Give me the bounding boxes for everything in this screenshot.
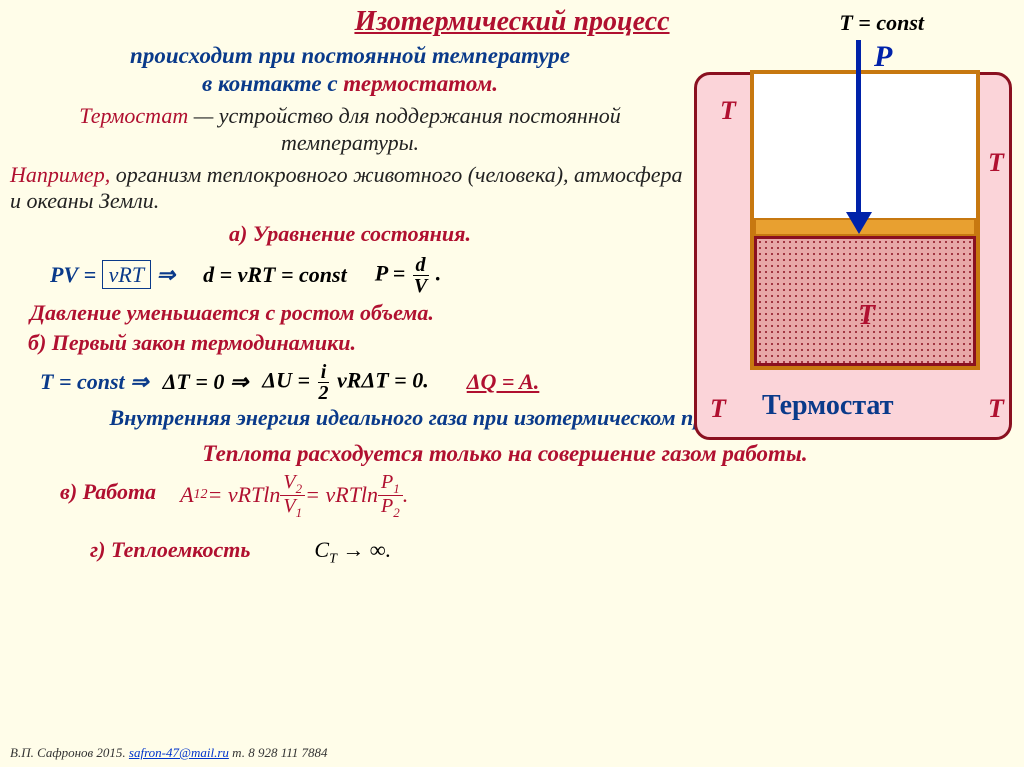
- work-eq2: = νRTln: [305, 482, 378, 508]
- eq-pv: PV: [50, 262, 78, 287]
- work-equation: A12 = νRTln V2 V1 = νRTln P1 P2 .: [180, 472, 408, 519]
- label-t-gas: T: [858, 300, 875, 332]
- work-12: 12: [194, 487, 208, 503]
- footer-author: В.П. Сафронов 2015.: [10, 745, 129, 760]
- eq-eq1: =: [84, 262, 102, 287]
- label-t-right: T: [988, 148, 1004, 178]
- eq-dt0: ΔT = 0 ⇒: [163, 369, 249, 395]
- eq-v-den: V: [411, 276, 430, 296]
- pressure-arrow-head: [846, 212, 872, 234]
- eq-p: P =: [375, 260, 411, 285]
- eq-du-group: ΔU = i 2 νRΔT = 0.: [262, 362, 428, 403]
- thermostat-diagram: P T T T T T Термостат: [694, 40, 1012, 440]
- def-line1: происходит при постоянной температуре: [130, 43, 570, 68]
- heat-capacity-eq: CT → ∞.: [314, 537, 391, 567]
- eq-d-const: d = νRT = const: [203, 262, 347, 288]
- work-dot: .: [403, 482, 409, 508]
- t-const-label: T = const: [839, 10, 924, 36]
- work-eq1: = νRTln: [208, 482, 281, 508]
- eq-nrt-boxed: νRT: [102, 260, 151, 289]
- equation-row-a: PV = νRT ⇒ d = νRT = const P = d V .: [50, 255, 690, 296]
- section-d-title: г) Теплоемкость: [90, 537, 250, 563]
- example-word: Например,: [10, 162, 110, 187]
- eq-i: i: [318, 362, 330, 383]
- definition-para: происходит при постоянной температуре в …: [10, 42, 690, 97]
- eq-d-num: d: [413, 255, 429, 276]
- eq-frac-dv: d V: [411, 255, 430, 296]
- eq-frac-i2: i 2: [316, 362, 332, 403]
- label-p: P: [874, 40, 892, 74]
- section-c-title: в) Работа: [60, 479, 156, 505]
- thermostat-word: Термостат: [79, 103, 188, 128]
- section-c-row: в) Работа A12 = νRTln V2 V1 = νRTln P1 P…: [0, 467, 1024, 519]
- label-t-bottomleft: T: [710, 394, 726, 424]
- example-para: Например, организм теплокровного животно…: [10, 162, 690, 215]
- heat-line: Теплота расходуется только на совершение…: [0, 441, 1010, 467]
- eq-pv-group: PV = νRT ⇒: [50, 262, 175, 288]
- ct-c: C: [314, 537, 329, 562]
- equation-row-b: T = const ⇒ ΔT = 0 ⇒ ΔU = i 2 νRΔT = 0. …: [40, 362, 690, 403]
- eq-2: 2: [316, 383, 332, 403]
- footer-phone: т. 8 928 111 7884: [232, 745, 327, 760]
- work-p1: P1: [378, 472, 403, 496]
- example-text: организм теплокровного животного (челове…: [10, 162, 683, 213]
- eq-dq: ΔQ = A.: [467, 369, 540, 395]
- label-t-bottomright: T: [988, 394, 1004, 424]
- eq-p-group: P = d V .: [375, 255, 442, 296]
- def-thermostat-word: термостатом.: [343, 71, 498, 96]
- def-line2a: в контакте с: [202, 71, 343, 96]
- thermostat-desc: — устройство для поддержания постоянной …: [188, 103, 621, 154]
- conclusion-a: Давление уменьшается с ростом объема.: [30, 300, 690, 326]
- thermostat-def: Термостат — устройство для поддержания п…: [10, 103, 690, 156]
- footer: В.П. Сафронов 2015. safron-47@mail.ru т.…: [10, 745, 328, 761]
- work-frac-p: P1 P2: [378, 472, 403, 519]
- eq-arrow2: ⇒: [130, 369, 148, 394]
- label-thermostat: Термостат: [762, 390, 893, 422]
- ct-t: T: [329, 551, 337, 566]
- label-t-topleft: T: [720, 96, 736, 126]
- eq-tc-group: T = const ⇒: [40, 369, 149, 395]
- eq-dot: .: [436, 260, 442, 285]
- eq-nrdt: νRΔT = 0.: [337, 367, 429, 392]
- left-content: происходит при постоянной температуре в …: [0, 42, 690, 403]
- section-a-title: а) Уравнение состояния.: [10, 221, 690, 247]
- work-v2: V2: [280, 472, 305, 496]
- work-p2: P2: [378, 496, 403, 519]
- eq-arrow1: ⇒: [157, 262, 175, 287]
- pressure-arrow-line: [856, 40, 861, 214]
- section-b-title: б) Первый закон термодинамики.: [28, 330, 690, 356]
- eq-tc: T = const: [40, 369, 125, 394]
- work-v1: V1: [280, 496, 305, 519]
- footer-email-link[interactable]: safron-47@mail.ru: [129, 745, 229, 760]
- ct-inf: → ∞.: [337, 537, 391, 562]
- work-a: A: [180, 482, 193, 508]
- eq-du: ΔU =: [262, 367, 315, 392]
- work-frac-v: V2 V1: [280, 472, 305, 519]
- section-d-row: г) Теплоемкость CT → ∞.: [0, 519, 1024, 567]
